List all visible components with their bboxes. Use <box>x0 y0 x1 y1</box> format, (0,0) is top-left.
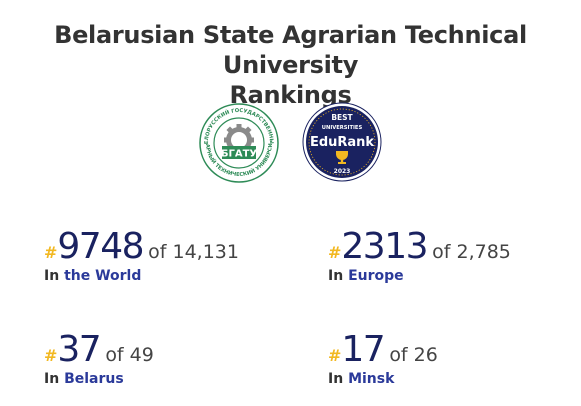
page-title-line-1: Belarusian State Agrarian Technical Univ… <box>54 21 527 79</box>
page-title: Belarusian State Agrarian Technical Univ… <box>0 20 581 110</box>
rank-total: of 49 <box>105 344 154 366</box>
region-link-europe[interactable]: Europe <box>348 268 404 284</box>
region-link-world[interactable]: the World <box>64 268 142 284</box>
rank-hash-icon: # <box>328 346 342 365</box>
rank-total: of 2,785 <box>432 241 511 263</box>
rank-number: 17 <box>341 329 385 370</box>
rank-hash-icon: # <box>44 243 58 262</box>
rank-scope: In Europe <box>328 268 404 284</box>
rank-number: 2313 <box>341 226 428 267</box>
rank-belarus: #37 of 49 In Belarus <box>44 329 284 387</box>
rank-number: 9748 <box>57 226 144 267</box>
badge-brand-text: EduRank <box>310 135 374 150</box>
rank-europe: #2313 of 2,785 In Europe <box>328 226 568 284</box>
trophy-icon <box>336 151 348 164</box>
edurank-badge-logo: BEST UNIVERSITIES EduRank 2023 <box>302 102 382 182</box>
university-seal-logo: БЕЛОРУССКИЙ ГОСУДАРСТВЕННЫЙ АГРАРНЫЙ ТЕХ… <box>198 102 279 183</box>
rank-scope: In Minsk <box>328 371 395 387</box>
rank-world: #9748 of 14,131 In the World <box>44 226 284 284</box>
badge-year-text: 2023 <box>334 168 351 175</box>
badge-top-text: BEST <box>331 113 353 122</box>
page-title-line-2: Rankings <box>229 81 352 109</box>
region-link-belarus[interactable]: Belarus <box>64 371 124 387</box>
seal-center-text: БГАТУ <box>221 149 258 160</box>
rank-hash-icon: # <box>44 346 58 365</box>
rank-scope: In the World <box>44 268 142 284</box>
rank-total: of 14,131 <box>148 241 239 263</box>
rank-number: 37 <box>57 329 101 370</box>
badge-ribbon-text: UNIVERSITIES <box>322 125 363 131</box>
rank-minsk: #17 of 26 In Minsk <box>328 329 568 387</box>
region-link-minsk[interactable]: Minsk <box>348 371 395 387</box>
rank-hash-icon: # <box>328 243 342 262</box>
rank-scope: In Belarus <box>44 371 124 387</box>
rank-total: of 26 <box>389 344 438 366</box>
